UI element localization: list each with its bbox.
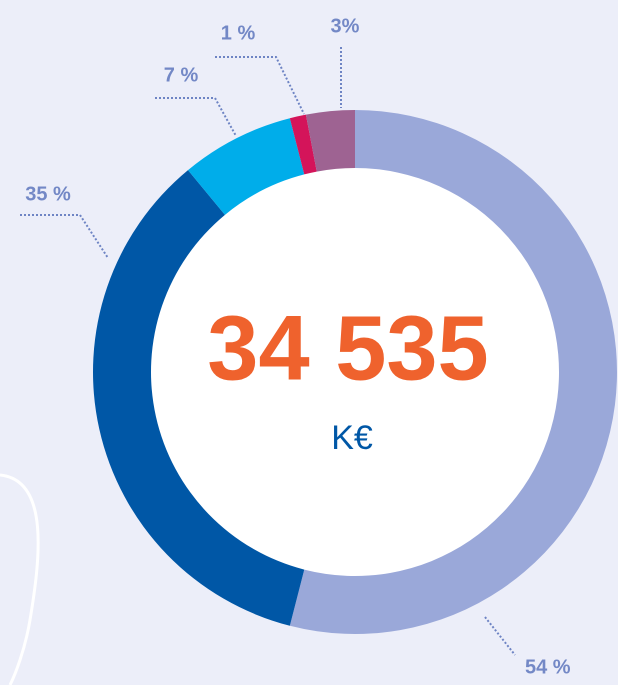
value-label: 54 % [525,656,571,678]
value-label: 3% [331,15,360,37]
center-value: 34 535 [207,297,488,399]
center-unit: K€ [331,419,373,457]
donut-segment [92,170,305,626]
donut-hole [149,166,561,578]
donut-segment [289,114,317,175]
leader-line [215,56,305,115]
leader-line [155,97,237,137]
value-label: 35 % [25,183,71,205]
decoration [0,473,40,685]
value-label: 1 % [221,22,256,44]
leader-line [20,214,109,259]
donut-segment [305,110,355,172]
leader-line [484,616,516,656]
value-label: 7 % [164,64,199,86]
donut-segment [187,118,305,215]
donut-segment [289,110,617,634]
